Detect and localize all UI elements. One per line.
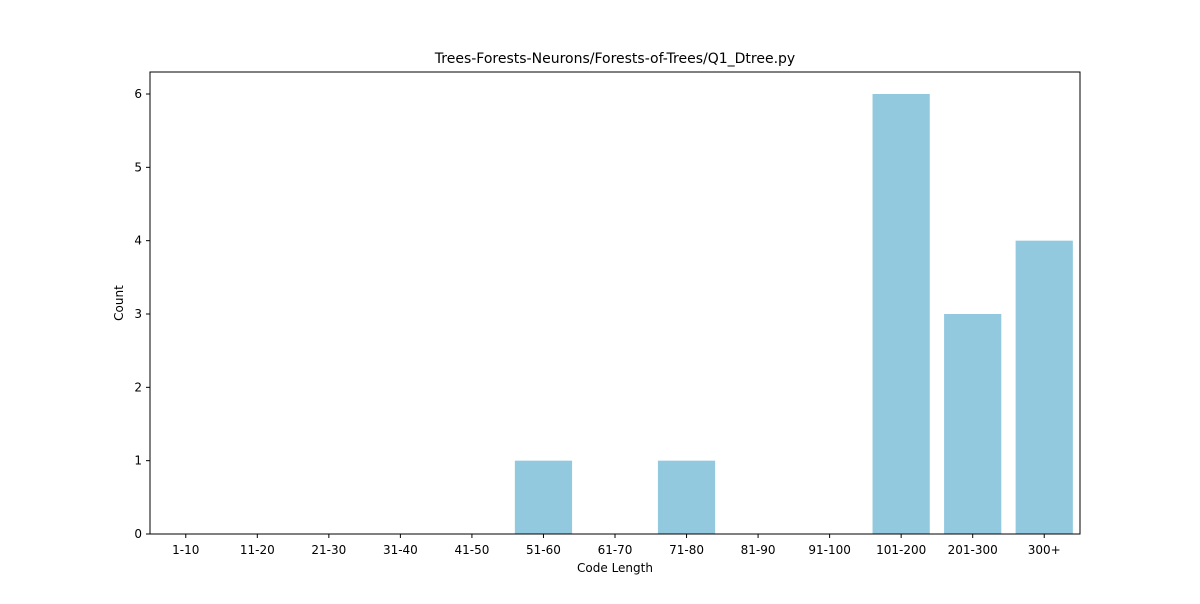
- y-tick-label: 2: [134, 380, 142, 394]
- x-tick-label: 91-100: [808, 543, 851, 557]
- x-tick-label: 101-200: [876, 543, 926, 557]
- x-tick-label: 300+: [1028, 543, 1061, 557]
- bar-71-80: [657, 460, 716, 534]
- bar-51-60: [514, 460, 573, 534]
- bar-300+: [1015, 240, 1073, 535]
- y-tick-label: 3: [134, 307, 142, 321]
- x-axis-ticks: 1-10 11-20 21-30 31-40 41-50 51-60 61-70 71-80 8…: [172, 534, 1061, 557]
- x-tick-label: 51-60: [526, 543, 561, 557]
- x-tick-label: 11-20: [240, 543, 275, 557]
- y-tick-label: 0: [134, 527, 142, 541]
- bar-101-200: [872, 94, 930, 534]
- y-tick-label: 1: [134, 454, 142, 468]
- x-tick-label: 21-30: [311, 543, 346, 557]
- x-tick-label: 71-80: [669, 543, 704, 557]
- chart-title: Trees-Forests-Neurons/Forests-of-Trees/Q…: [434, 51, 795, 67]
- x-tick-label: 1-10: [172, 543, 199, 557]
- y-axis-ticks: 0 1 2 3 4 5 6: [134, 87, 150, 541]
- x-tick-label: 31-40: [383, 543, 418, 557]
- y-tick-label: 5: [134, 160, 142, 174]
- x-tick-label: 81-90: [741, 543, 776, 557]
- x-tick-label: 201-300: [948, 543, 998, 557]
- y-tick-label: 6: [134, 87, 142, 101]
- bar-201-300: [944, 314, 1002, 534]
- y-axis-label: Count: [112, 285, 126, 321]
- plot-area-frame: [149, 71, 1081, 535]
- y-tick-label: 4: [134, 234, 142, 248]
- bars-group: [514, 94, 1073, 535]
- x-tick-label: 41-50: [454, 543, 489, 557]
- x-axis-label: Code Length: [577, 561, 653, 575]
- x-tick-label: 61-70: [598, 543, 633, 557]
